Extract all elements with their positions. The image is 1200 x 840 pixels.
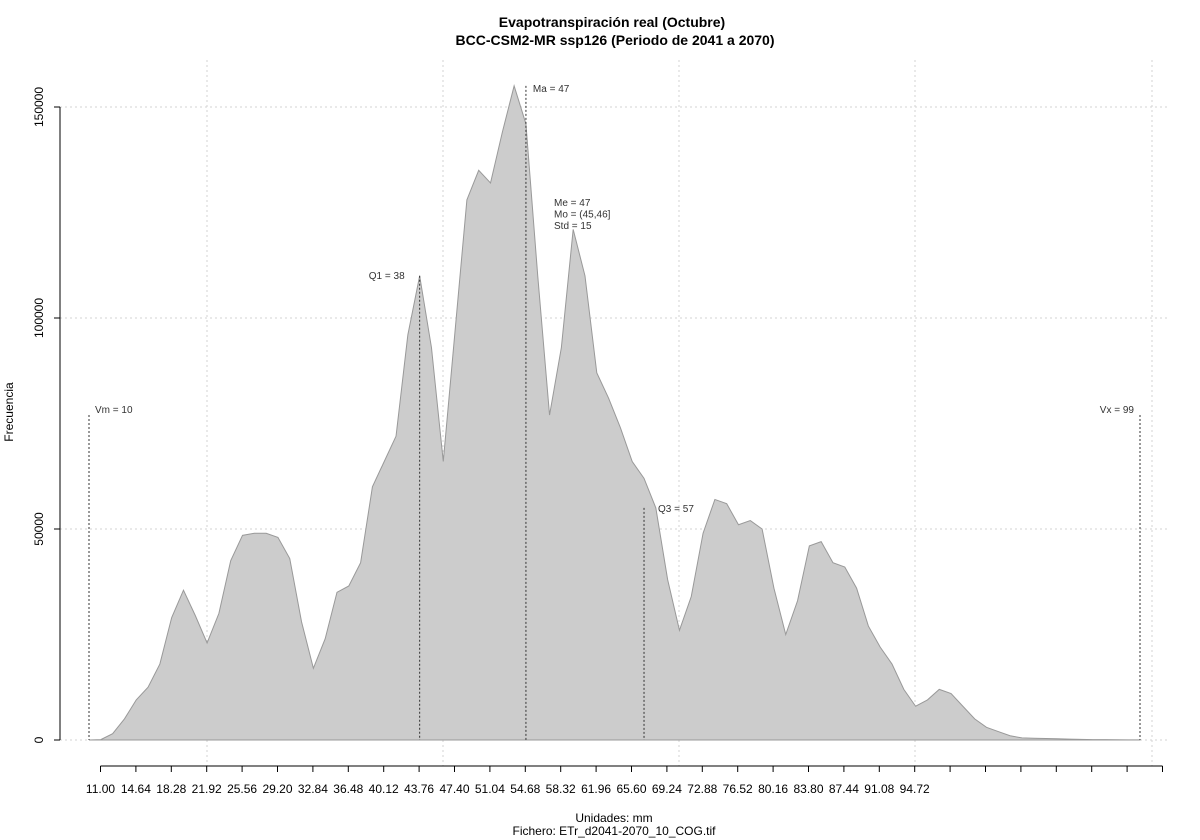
marker-label: Vm = 10 — [95, 405, 133, 416]
x-axis: 11.00 14.64 18.28 21.92 25.56 29.20 32.84 36.48… — [86, 765, 1163, 796]
x-tick-label: 29.20 — [262, 782, 292, 796]
x-tick-label: 36.48 — [333, 782, 363, 796]
x-tick-label: 69.24 — [652, 782, 682, 796]
x-tick-label: 21.92 — [192, 782, 222, 796]
marker-label: Q1 = 38 — [369, 271, 405, 282]
x-tick-label: 91.08 — [864, 782, 894, 796]
x-tick-label: 54.68 — [510, 782, 540, 796]
y-tick-label: 150000 — [32, 87, 46, 127]
x-tick-label: 83.80 — [793, 782, 823, 796]
x-tick-label: 65.60 — [616, 782, 646, 796]
x-axis-label: Unidades: mm — [575, 811, 652, 825]
marker-label: Q3 = 57 — [658, 504, 694, 515]
x-tick-label: 94.72 — [900, 782, 930, 796]
x-tick-label: 25.56 — [227, 782, 257, 796]
x-tick-label: 80.16 — [758, 782, 788, 796]
marker-label: Ma = 47 — [533, 84, 570, 95]
y-tick-label: 0 — [32, 736, 46, 743]
x-tick-label: 11.00 — [86, 782, 115, 796]
x-tick-label: 58.32 — [546, 782, 576, 796]
x-tick-label: 61.96 — [581, 782, 611, 796]
stat-label: Mo = (45,46] — [554, 210, 611, 221]
y-tick-label: 50000 — [32, 512, 46, 546]
x-tick-label: 51.04 — [475, 782, 505, 796]
y-axis-label: Frecuencia — [2, 382, 16, 442]
stat-label: Std = 15 — [554, 221, 592, 232]
chart-title: Evapotranspiración real (Octubre) — [499, 14, 725, 30]
stat-markers: Vm = 10 Q1 = 38 Ma = 47 Q3 = 57 Vx = 99 Me = … — [88, 84, 1141, 740]
x-tick-label: 14.64 — [121, 782, 151, 796]
x-tick-label: 72.88 — [687, 782, 717, 796]
chart-subtitle: BCC-CSM2-MR ssp126 (Periodo de 2041 a 20… — [456, 32, 775, 48]
marker-label: Vx = 99 — [1100, 405, 1135, 416]
x-tick-label: 47.40 — [439, 782, 469, 796]
y-tick-label: 100000 — [32, 298, 46, 338]
file-caption: Fichero: ETr_d2041-2070_10_COG.tif — [513, 824, 717, 838]
x-tick-label: 40.12 — [369, 782, 399, 796]
x-tick-label: 18.28 — [156, 782, 186, 796]
x-tick-label: 43.76 — [404, 782, 434, 796]
x-tick-label: 32.84 — [298, 782, 328, 796]
frequency-area — [88, 84, 1141, 741]
stat-label: Me = 47 — [554, 198, 591, 209]
x-tick-label: 76.52 — [723, 782, 753, 796]
x-tick-label: 87.44 — [829, 782, 859, 796]
y-axis: 0 50000 100000 150000 — [32, 87, 61, 743]
